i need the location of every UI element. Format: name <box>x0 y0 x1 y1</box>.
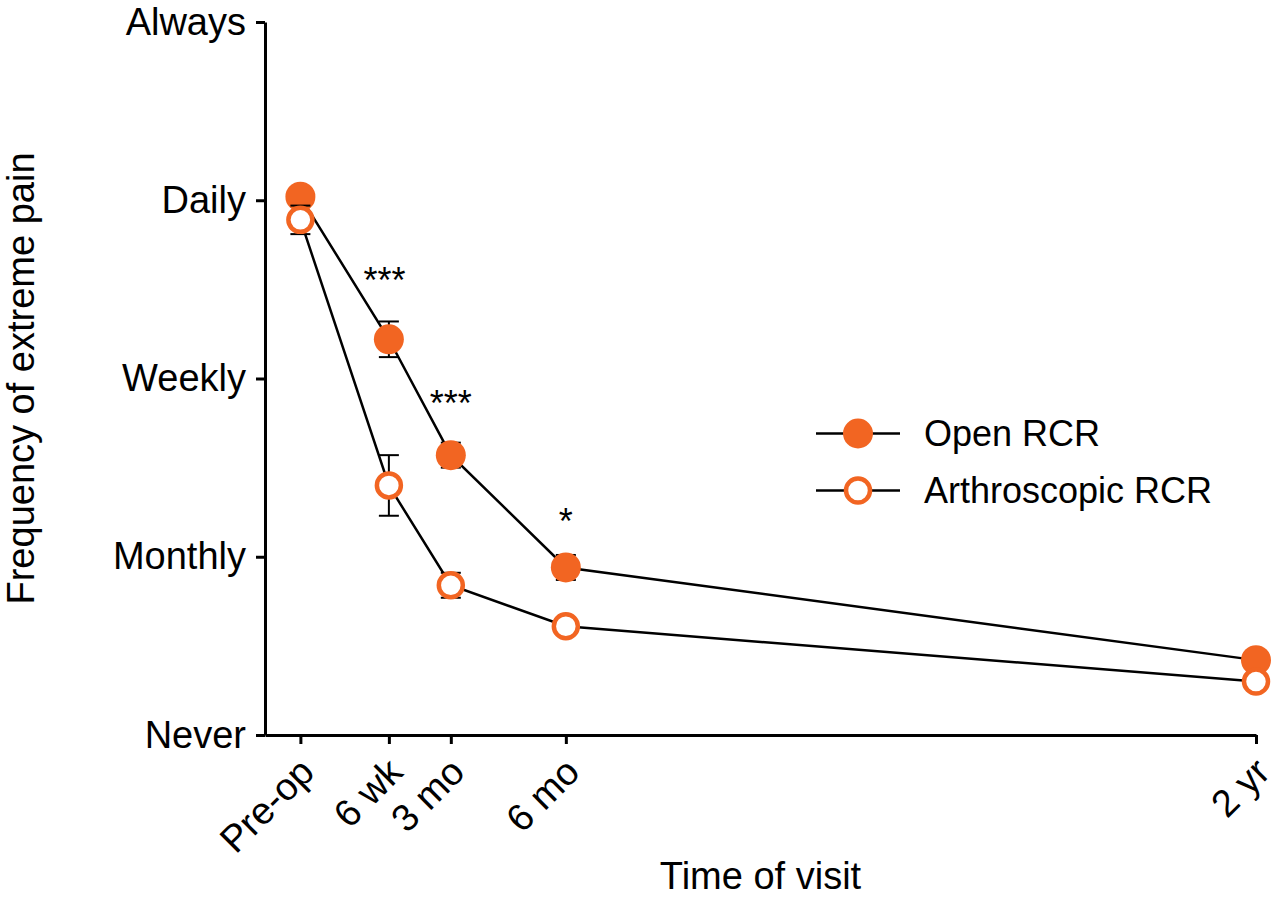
error-bar-cap <box>379 454 399 456</box>
error-bar-cap <box>379 515 399 517</box>
legend-marker <box>846 479 870 503</box>
x-tick-mark <box>450 735 453 744</box>
series-marker <box>551 552 581 582</box>
x-tick-mark <box>1255 735 1258 744</box>
x-axis-line <box>266 734 1257 737</box>
y-tick-label: Always <box>126 1 246 43</box>
error-bar-cap <box>379 320 399 322</box>
x-tick-mark <box>388 735 391 744</box>
y-tick: Never <box>145 714 265 756</box>
y-tick-mark <box>256 199 265 202</box>
y-tick-mark <box>256 378 265 381</box>
y-axis-title: Frequency of extreme pain <box>0 152 42 604</box>
plot-area <box>285 182 1271 694</box>
legend-marker <box>843 419 873 449</box>
x-axis: Pre-op6 wk3 mo6 mo2 yr <box>212 735 1278 861</box>
x-tick: 6 mo <box>498 735 587 840</box>
x-tick-mark <box>299 735 302 744</box>
chart: NeverMonthlyWeeklyDailyAlwaysPre-op6 wk3… <box>0 0 1280 897</box>
series-line <box>300 220 1256 682</box>
x-tick-mark <box>565 735 568 744</box>
series-marker <box>374 324 404 354</box>
y-tick-label: Never <box>145 714 247 756</box>
y-tick-label: Daily <box>162 179 246 221</box>
x-tick-label: 3 mo <box>383 750 472 839</box>
legend-item: Open RCR <box>816 413 1100 454</box>
x-tick: Pre-op <box>212 735 322 861</box>
y-axis: Never Monthly Weekly Daily Always <box>113 1 266 756</box>
y-tick-mark <box>256 556 265 559</box>
series-line <box>300 197 1256 660</box>
x-tick: 3 mo <box>383 735 472 840</box>
annotation: *** <box>430 383 472 424</box>
series-marker <box>554 614 578 638</box>
x-tick: 2 yr <box>1203 735 1278 825</box>
y-tick: Weekly <box>122 357 265 399</box>
annotation: *** <box>363 260 405 301</box>
x-tick-label: Pre-op <box>212 750 322 860</box>
y-tick-label: Monthly <box>113 535 246 577</box>
x-tick-label: 2 yr <box>1203 750 1278 825</box>
series-marker <box>439 573 463 597</box>
legend: Open RCR Arthroscopic RCR <box>816 413 1212 511</box>
y-tick: Monthly <box>113 535 265 577</box>
series-marker <box>377 473 401 497</box>
annotation: * <box>559 501 573 542</box>
legend-item: Arthroscopic RCR <box>816 470 1212 511</box>
error-bar-cap <box>379 356 399 358</box>
legend-label: Open RCR <box>924 413 1100 454</box>
x-tick-label: 6 mo <box>498 750 587 839</box>
y-tick: Daily <box>162 179 265 221</box>
y-tick-mark <box>256 21 265 24</box>
series-marker <box>288 208 312 232</box>
y-tick: Always <box>126 1 265 43</box>
y-tick-mark <box>256 734 265 737</box>
series-marker <box>1244 670 1268 694</box>
legend-label: Arthroscopic RCR <box>924 470 1212 511</box>
y-tick-label: Weekly <box>122 357 246 399</box>
x-axis-title: Time of visit <box>660 855 862 897</box>
series-marker <box>436 440 466 470</box>
